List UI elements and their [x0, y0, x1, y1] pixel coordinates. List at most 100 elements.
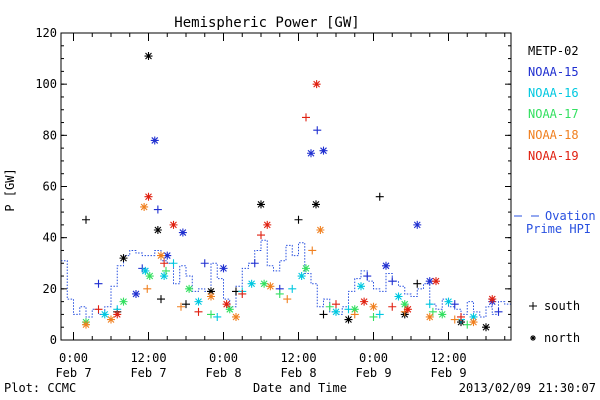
x-tick-date-label: Feb 7 — [55, 366, 91, 380]
noaa-17-north-point — [185, 284, 194, 293]
noaa-16-south-point — [169, 259, 178, 268]
x-tick-date-label: Feb 7 — [130, 366, 166, 380]
noaa-15-north-point — [425, 277, 434, 286]
noaa-15-south-point — [250, 259, 259, 268]
noaa-17-north-point — [119, 297, 128, 306]
metp-02-north-point — [257, 200, 265, 209]
noaa-17-north-point — [400, 300, 409, 309]
x-tick-time-label: 12:00 — [130, 351, 166, 365]
noaa-18-north-point — [425, 312, 434, 321]
noaa-19-south-point — [238, 289, 247, 298]
footer-timestamp: 2013/02/09 21:30:07 — [459, 381, 596, 395]
noaa-17-north-point — [260, 279, 269, 288]
noaa-15-south-point — [94, 279, 103, 288]
legend-entry: NOAA-15 — [528, 65, 579, 79]
legend-entry: NOAA-17 — [528, 107, 579, 121]
metp-02-north-point — [144, 52, 153, 61]
y-axis-label: P [GW] — [3, 168, 17, 211]
noaa-18-south-point — [177, 302, 185, 311]
noaa-17-south-point — [275, 289, 284, 298]
noaa-15-north-point — [307, 149, 315, 158]
noaa-19-south-point — [94, 305, 103, 314]
noaa-16-north-point — [141, 266, 150, 275]
noaa-17-north-point — [350, 305, 359, 314]
x-tick-date-label: Feb 9 — [430, 366, 466, 380]
legend-hpi-label-line2: Prime HPI — [526, 222, 591, 236]
metp-02-north-point — [119, 254, 128, 263]
y-tick-label: 20 — [43, 282, 57, 296]
noaa-18-north-point — [140, 202, 149, 211]
noaa-19-north-point — [113, 310, 122, 319]
metp-02-south-point — [413, 279, 422, 288]
noaa-17-south-point — [463, 320, 472, 329]
metp-02-south-point — [157, 295, 165, 304]
noaa-17-south-point — [325, 302, 334, 311]
legend-entry: NOAA-16 — [528, 86, 579, 100]
noaa-19-south-point — [257, 231, 265, 240]
noaa-15-north-point — [319, 146, 328, 155]
plot-frame — [60, 32, 512, 341]
noaa-16-north-point — [297, 272, 306, 281]
noaa-18-north-point — [157, 251, 165, 260]
noaa-19-south-point — [332, 300, 340, 309]
noaa-19-north-point — [312, 80, 321, 89]
noaa-19-south-point — [302, 113, 310, 122]
noaa-15-north-point — [132, 289, 140, 298]
legend-entry: NOAA-19 — [528, 149, 579, 163]
noaa-18-north-point — [107, 315, 115, 324]
noaa-18-south-point — [450, 315, 459, 324]
noaa-18-north-point — [369, 302, 378, 311]
noaa-15-south-point — [450, 300, 459, 309]
metp-02-south-point — [294, 215, 303, 224]
noaa-19-north-point — [144, 192, 153, 201]
metp-02-north-point — [344, 315, 353, 324]
metp-02-north-point — [207, 287, 215, 296]
noaa-19-south-point — [457, 312, 465, 321]
noaa-15-south-point — [363, 272, 372, 281]
marker-legend: south north — [529, 299, 580, 345]
noaa-16-north-point — [394, 292, 403, 301]
x-tick-date-label: Feb 8 — [205, 366, 241, 380]
x-tick-date-label: Feb 8 — [280, 366, 316, 380]
noaa-18-south-point — [308, 246, 317, 255]
y-tick-label: 120 — [35, 26, 57, 40]
noaa-15-south-point — [313, 126, 322, 135]
noaa-18-north-point — [266, 282, 275, 291]
noaa-16-north-point — [247, 279, 256, 288]
noaa-17-south-point — [162, 266, 170, 275]
noaa-19-north-point — [403, 305, 412, 314]
x-tick-time-label: 0:00 — [359, 351, 388, 365]
legend-entry: NOAA-18 — [528, 128, 579, 142]
north-marker-icon — [530, 335, 536, 341]
noaa-19-north-point — [263, 220, 272, 229]
data-points — [82, 52, 503, 332]
x-tick-time-label: 12:00 — [430, 351, 466, 365]
x-tick-time-label: 0:00 — [59, 351, 88, 365]
noaa-17-north-point — [145, 272, 154, 281]
x-tick-time-label: 0:00 — [209, 351, 238, 365]
noaa-19-south-point — [160, 259, 169, 268]
x-tick-date-label: Feb 9 — [355, 366, 391, 380]
noaa-16-north-point — [100, 310, 109, 319]
x-axis-label: Date and Time — [253, 381, 347, 395]
noaa-16-south-point — [375, 310, 384, 319]
y-tick-label: 80 — [43, 128, 57, 142]
noaa-16-south-point — [425, 300, 434, 309]
y-axis-ticks: 0 20 40 60 80 100 120 — [35, 26, 511, 347]
noaa-16-north-point — [444, 297, 453, 306]
y-tick-label: 60 — [43, 180, 57, 194]
noaa-18-north-point — [207, 292, 215, 301]
noaa-16-north-point — [469, 312, 478, 321]
noaa-15-north-point — [163, 251, 172, 260]
metp-02-south-point — [182, 300, 190, 309]
y-tick-label: 40 — [43, 231, 57, 245]
legend-entry: METP-02 — [528, 44, 579, 58]
noaa-15-north-point — [178, 228, 187, 237]
noaa-18-north-point — [232, 312, 240, 321]
noaa-18-north-point — [316, 225, 325, 234]
noaa-18-south-point — [143, 284, 152, 293]
noaa-19-north-point — [432, 277, 440, 286]
ovation-hpi-line — [61, 239, 512, 318]
noaa-16-north-point — [357, 282, 365, 291]
